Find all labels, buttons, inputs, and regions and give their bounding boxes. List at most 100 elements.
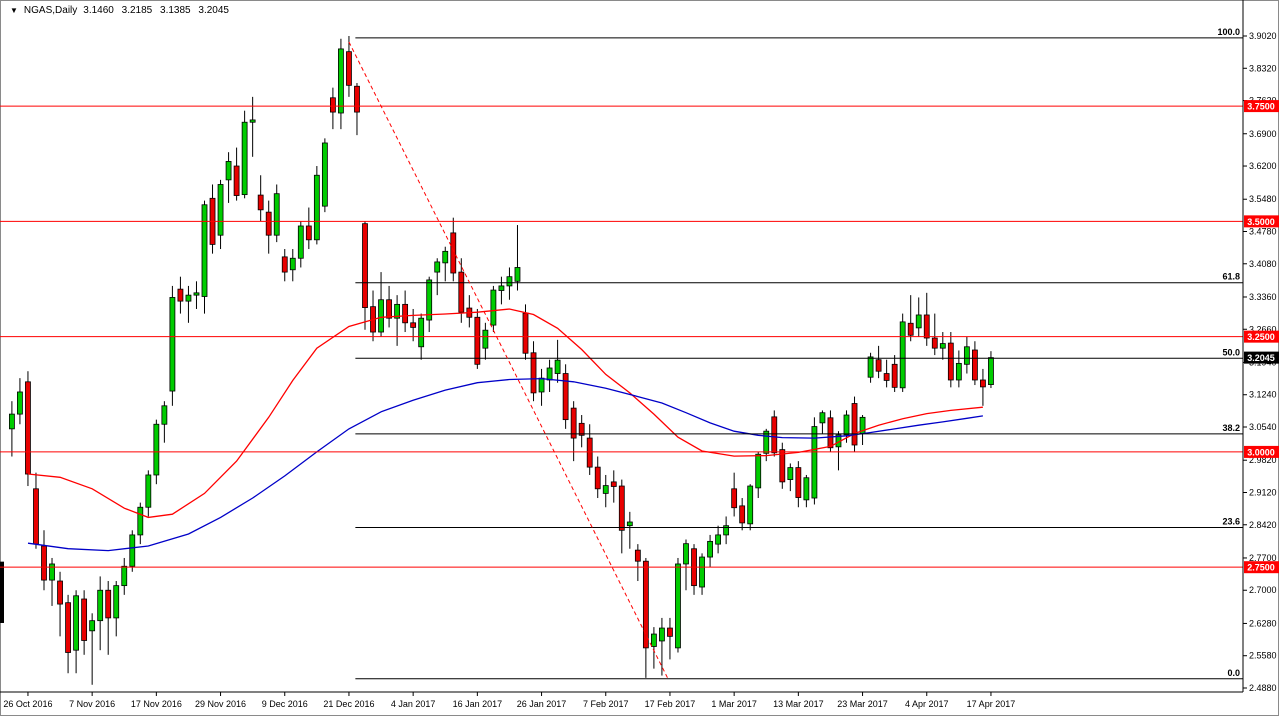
candle	[554, 359, 561, 374]
candle	[49, 563, 55, 581]
candle	[193, 292, 200, 296]
x-tick-label: 9 Dec 2016	[262, 699, 308, 709]
y-tick-label: 2.9820	[1249, 455, 1277, 465]
candle	[434, 261, 441, 273]
candle	[827, 417, 834, 449]
fib-label: 0.0	[1227, 668, 1240, 678]
candle	[843, 414, 850, 436]
x-tick-label: 7 Nov 2016	[69, 699, 115, 709]
candle	[241, 121, 248, 196]
current-price-label: 3.2045	[1247, 353, 1275, 363]
candle	[426, 279, 433, 321]
candle	[819, 412, 826, 424]
candle	[586, 437, 593, 468]
candle	[418, 317, 425, 348]
price-tag-red[interactable]	[1244, 561, 1279, 574]
price-tag-red[interactable]	[1244, 215, 1279, 228]
x-tick-label: 26 Jan 2017	[517, 699, 567, 709]
fib-label: 61.8	[1222, 272, 1240, 282]
candle	[899, 321, 906, 389]
price-tag-red-label: 3.7500	[1247, 102, 1275, 112]
y-tick-label: 2.8420	[1249, 520, 1277, 530]
x-tick-label: 21 Dec 2016	[323, 699, 374, 709]
candle	[89, 620, 96, 632]
price-tag-red-label: 3.2500	[1247, 332, 1275, 342]
partial-candle	[0, 561, 4, 623]
candle	[257, 194, 264, 211]
candle	[931, 337, 938, 349]
high-value: 3.2185	[121, 5, 153, 16]
x-tick-label: 13 Mar 2017	[773, 699, 824, 709]
candle	[33, 488, 39, 545]
candle	[73, 595, 79, 651]
candle	[980, 379, 986, 388]
y-tick-label: 3.5480	[1249, 194, 1277, 204]
price-tag-red[interactable]	[1244, 445, 1279, 458]
candle	[707, 540, 713, 558]
candle	[289, 257, 296, 271]
candle	[699, 556, 705, 588]
candle	[562, 373, 569, 421]
candle	[41, 545, 47, 581]
candle	[795, 467, 802, 498]
symbol-dropdown-icon[interactable]: ▼	[10, 5, 18, 15]
candle	[474, 316, 481, 365]
trendline[interactable]	[348, 41, 668, 679]
candle	[177, 288, 184, 302]
y-tick-label: 2.7700	[1249, 553, 1277, 563]
price-tag-red[interactable]	[1244, 330, 1279, 343]
candle	[25, 381, 31, 475]
open-value: 3.1460	[83, 5, 114, 16]
x-tick-label: 29 Nov 2016	[195, 699, 246, 709]
x-tick-label: 7 Feb 2017	[583, 699, 629, 709]
candle	[578, 422, 585, 436]
fib-label: 23.6	[1222, 517, 1240, 527]
x-tick-label: 17 Apr 2017	[967, 699, 1016, 709]
candle	[570, 407, 577, 439]
candle	[450, 232, 457, 274]
current-price-tag	[1244, 351, 1279, 364]
candle	[378, 299, 384, 333]
y-tick-label: 2.7000	[1249, 585, 1277, 595]
y-tick-label: 3.8320	[1249, 63, 1277, 73]
fib-label: 50.0	[1222, 347, 1240, 357]
candle	[651, 633, 657, 647]
candle	[113, 585, 120, 619]
candle	[787, 467, 794, 480]
candle	[747, 485, 754, 525]
candle	[659, 627, 665, 642]
candle	[851, 403, 858, 446]
candle	[803, 477, 810, 501]
candle	[482, 329, 489, 349]
close-value: 3.2045	[198, 5, 229, 16]
candle	[169, 297, 176, 392]
candle	[731, 488, 738, 509]
fib-label: 38.2	[1222, 423, 1240, 433]
ma-blue-line	[27, 377, 983, 552]
candle	[667, 627, 673, 637]
candle	[715, 534, 721, 545]
y-tick-label: 3.9020	[1249, 31, 1277, 41]
x-tick-label: 4 Jan 2017	[391, 699, 436, 709]
candle	[988, 357, 994, 385]
candle	[963, 346, 970, 365]
candle	[683, 543, 689, 565]
y-tick-label: 3.2660	[1249, 324, 1277, 334]
candle	[602, 485, 609, 494]
price-tag-red-label: 3.5000	[1247, 217, 1275, 227]
candle	[642, 560, 649, 649]
y-tick-label: 2.4880	[1249, 683, 1277, 693]
candle	[161, 405, 168, 425]
price-tag-red-label: 2.7500	[1247, 563, 1275, 573]
candle	[514, 267, 521, 282]
chart-symbol-period: NGAS,Daily	[23, 5, 78, 16]
price-tag-red[interactable]	[1244, 100, 1279, 113]
fib-label: 100.0	[1217, 27, 1240, 37]
candle	[811, 426, 818, 499]
price-tag-red-label: 3.0000	[1247, 447, 1275, 457]
candle	[546, 367, 553, 381]
candle	[442, 250, 449, 264]
y-tick-label: 3.4080	[1249, 259, 1277, 269]
candle	[675, 563, 681, 649]
